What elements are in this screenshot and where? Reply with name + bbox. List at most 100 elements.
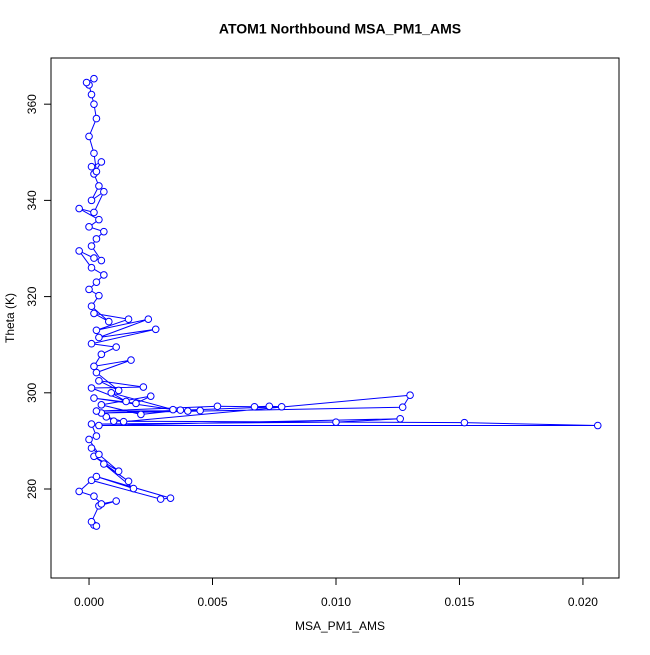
point (87, 384, 96, 392)
point (87, 263, 96, 272)
point (90, 309, 98, 318)
point (114, 467, 123, 476)
point (250, 402, 259, 411)
point (75, 247, 83, 255)
point (102, 413, 111, 421)
point (124, 477, 133, 486)
point (87, 339, 96, 348)
x-tick-label: 0.000 (74, 595, 104, 609)
point (169, 405, 177, 414)
point (87, 196, 96, 205)
point (398, 403, 407, 412)
point (87, 162, 96, 171)
point (127, 356, 135, 364)
point (95, 215, 103, 224)
point (87, 444, 96, 452)
point (87, 242, 96, 250)
point (396, 414, 404, 423)
plot-frame (50, 57, 620, 579)
point (87, 420, 96, 428)
point (92, 235, 101, 243)
point (85, 435, 93, 444)
point (95, 450, 103, 459)
point (213, 402, 222, 411)
point (87, 302, 96, 311)
point (90, 254, 98, 262)
point (97, 256, 106, 265)
point (176, 406, 185, 414)
point (100, 271, 108, 279)
x-tick-label: 0.020 (568, 595, 598, 609)
point (265, 402, 274, 411)
point (97, 158, 106, 166)
y-tick-label: 320 (25, 286, 39, 306)
point (92, 522, 101, 530)
point (97, 401, 106, 409)
x-tick-label: 0.015 (444, 595, 474, 609)
point (95, 182, 103, 190)
y-tick-label: 280 (25, 479, 39, 499)
point (184, 407, 192, 415)
point (114, 386, 123, 395)
point (196, 406, 204, 415)
point (95, 291, 103, 300)
point (146, 392, 155, 400)
x-tick-label: 0.010 (321, 595, 351, 609)
y-tick-label: 360 (25, 94, 39, 114)
point (90, 492, 98, 501)
point (82, 78, 91, 87)
point (112, 343, 120, 351)
point (156, 495, 165, 503)
point (104, 317, 113, 326)
point (92, 326, 101, 335)
point (112, 497, 120, 505)
point (332, 418, 340, 426)
point (92, 368, 101, 377)
chart-title: ATOM1 Northbound MSA_PM1_AMS (219, 21, 461, 37)
y-tick-label: 340 (25, 190, 39, 210)
point (90, 149, 98, 158)
point (90, 208, 98, 217)
point (92, 472, 101, 481)
point (129, 484, 138, 493)
point (90, 100, 98, 108)
point (85, 132, 93, 141)
y-axis-label: Theta (K) (3, 293, 17, 343)
point (95, 421, 103, 430)
point (92, 167, 101, 176)
point (87, 517, 96, 526)
point (139, 383, 148, 391)
x-axis-label: MSA_PM1_AMS (295, 619, 385, 633)
point (90, 74, 98, 83)
point (144, 315, 153, 324)
point (460, 418, 469, 427)
point (90, 362, 98, 371)
point (119, 417, 128, 426)
point (92, 114, 101, 123)
point (593, 421, 602, 430)
point (132, 399, 140, 408)
point (95, 333, 103, 342)
point (109, 417, 118, 425)
point (95, 376, 103, 385)
point (87, 90, 96, 99)
point (137, 410, 145, 419)
point (277, 402, 286, 411)
point (122, 397, 130, 406)
point (97, 350, 106, 359)
point (124, 315, 133, 324)
point (100, 460, 108, 468)
point (100, 187, 108, 196)
point (75, 487, 83, 496)
x-tick-label: 0.005 (197, 595, 227, 609)
point (85, 223, 93, 231)
point (75, 204, 83, 213)
point (92, 278, 101, 286)
point (97, 500, 106, 508)
point (151, 325, 160, 334)
point (406, 391, 414, 400)
point (107, 389, 116, 397)
point (100, 227, 108, 236)
point (166, 494, 175, 502)
